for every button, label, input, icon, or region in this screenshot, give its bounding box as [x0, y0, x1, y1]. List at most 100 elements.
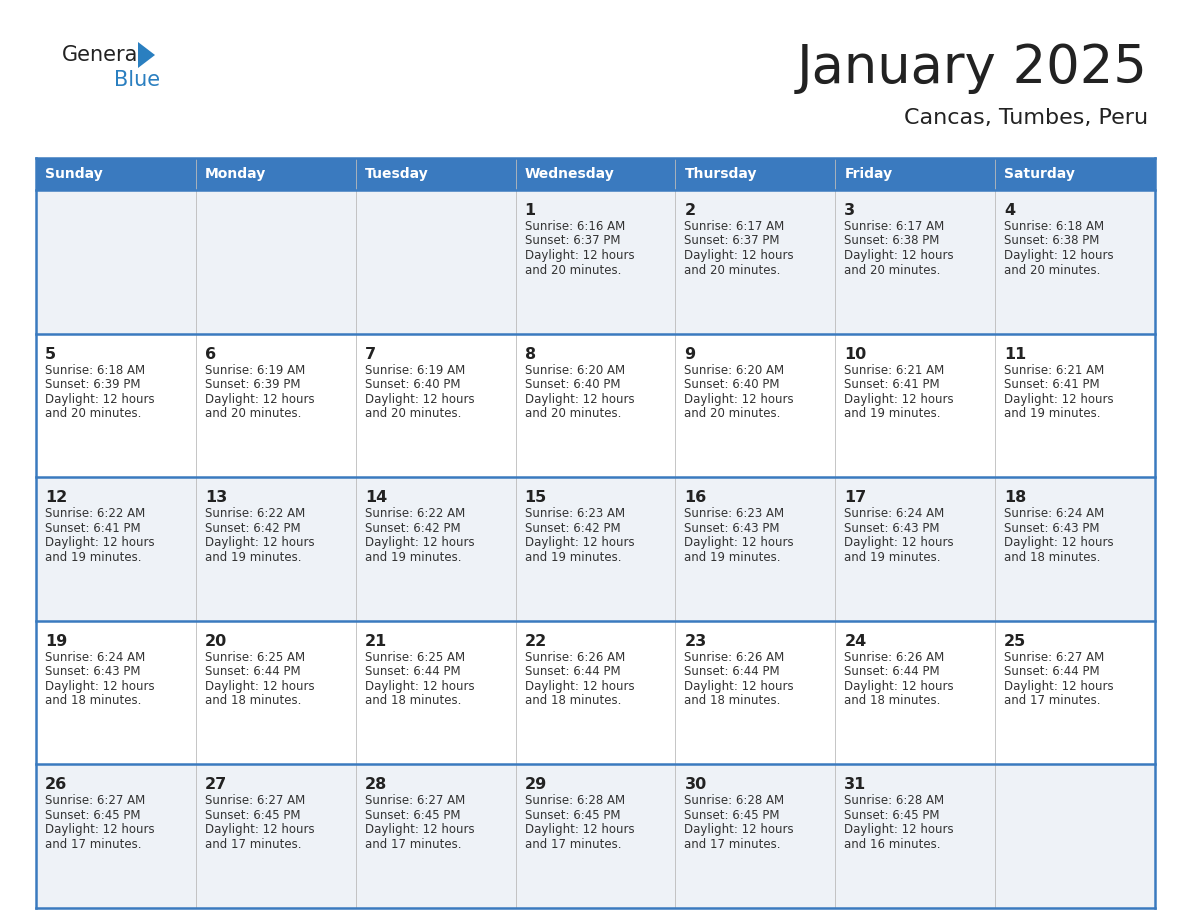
- Text: and 19 minutes.: and 19 minutes.: [1004, 407, 1100, 420]
- Text: Sunrise: 6:16 AM: Sunrise: 6:16 AM: [525, 220, 625, 233]
- Text: and 19 minutes.: and 19 minutes.: [845, 407, 941, 420]
- Text: General: General: [62, 45, 144, 65]
- Text: Daylight: 12 hours: Daylight: 12 hours: [365, 393, 474, 406]
- Text: and 16 minutes.: and 16 minutes.: [845, 838, 941, 851]
- Text: and 17 minutes.: and 17 minutes.: [1004, 694, 1100, 707]
- Bar: [355, 158, 516, 190]
- Text: Sunrise: 6:21 AM: Sunrise: 6:21 AM: [845, 364, 944, 376]
- Text: 1: 1: [525, 203, 536, 218]
- Text: Daylight: 12 hours: Daylight: 12 hours: [525, 393, 634, 406]
- Text: and 18 minutes.: and 18 minutes.: [204, 694, 302, 707]
- Text: Sunrise: 6:27 AM: Sunrise: 6:27 AM: [45, 794, 145, 808]
- Text: Sunset: 6:41 PM: Sunset: 6:41 PM: [45, 521, 140, 534]
- Text: and 19 minutes.: and 19 minutes.: [525, 551, 621, 564]
- Text: Sunset: 6:39 PM: Sunset: 6:39 PM: [204, 378, 301, 391]
- Text: 30: 30: [684, 778, 707, 792]
- Text: and 20 minutes.: and 20 minutes.: [525, 407, 621, 420]
- Text: Sunrise: 6:25 AM: Sunrise: 6:25 AM: [204, 651, 305, 664]
- Text: Sunrise: 6:22 AM: Sunrise: 6:22 AM: [45, 508, 145, 521]
- Text: Sunset: 6:41 PM: Sunset: 6:41 PM: [1004, 378, 1100, 391]
- Text: Sunset: 6:40 PM: Sunset: 6:40 PM: [684, 378, 781, 391]
- Text: Daylight: 12 hours: Daylight: 12 hours: [204, 823, 315, 836]
- Text: Daylight: 12 hours: Daylight: 12 hours: [845, 680, 954, 693]
- Text: Daylight: 12 hours: Daylight: 12 hours: [525, 680, 634, 693]
- Text: Daylight: 12 hours: Daylight: 12 hours: [684, 680, 794, 693]
- Bar: [36, 477, 1155, 621]
- Text: Sunrise: 6:28 AM: Sunrise: 6:28 AM: [525, 794, 625, 808]
- Text: and 20 minutes.: and 20 minutes.: [845, 263, 941, 276]
- Bar: [196, 158, 355, 190]
- Text: Daylight: 12 hours: Daylight: 12 hours: [204, 393, 315, 406]
- Text: and 20 minutes.: and 20 minutes.: [1004, 263, 1100, 276]
- Text: Sunset: 6:38 PM: Sunset: 6:38 PM: [845, 234, 940, 248]
- Text: Sunrise: 6:21 AM: Sunrise: 6:21 AM: [1004, 364, 1105, 376]
- Text: Sunset: 6:45 PM: Sunset: 6:45 PM: [45, 809, 140, 822]
- Text: and 17 minutes.: and 17 minutes.: [204, 838, 302, 851]
- Bar: [36, 190, 1155, 333]
- Text: Daylight: 12 hours: Daylight: 12 hours: [684, 393, 794, 406]
- Text: 19: 19: [45, 633, 68, 649]
- Text: Daylight: 12 hours: Daylight: 12 hours: [684, 249, 794, 262]
- Text: and 19 minutes.: and 19 minutes.: [365, 551, 461, 564]
- Text: 14: 14: [365, 490, 387, 505]
- Text: Daylight: 12 hours: Daylight: 12 hours: [525, 249, 634, 262]
- Text: Sunset: 6:43 PM: Sunset: 6:43 PM: [1004, 521, 1100, 534]
- Text: Sunset: 6:40 PM: Sunset: 6:40 PM: [525, 378, 620, 391]
- Text: Thursday: Thursday: [684, 167, 757, 181]
- Text: Cancas, Tumbes, Peru: Cancas, Tumbes, Peru: [904, 108, 1148, 128]
- Text: Daylight: 12 hours: Daylight: 12 hours: [204, 536, 315, 549]
- Text: and 17 minutes.: and 17 minutes.: [684, 838, 781, 851]
- Text: Sunrise: 6:17 AM: Sunrise: 6:17 AM: [845, 220, 944, 233]
- Text: Blue: Blue: [114, 70, 160, 90]
- Text: 10: 10: [845, 347, 866, 362]
- Text: Daylight: 12 hours: Daylight: 12 hours: [365, 536, 474, 549]
- Bar: [835, 158, 996, 190]
- Text: and 19 minutes.: and 19 minutes.: [845, 551, 941, 564]
- Text: Daylight: 12 hours: Daylight: 12 hours: [45, 536, 154, 549]
- Text: 17: 17: [845, 490, 866, 505]
- Text: Sunset: 6:45 PM: Sunset: 6:45 PM: [845, 809, 940, 822]
- Text: Sunset: 6:44 PM: Sunset: 6:44 PM: [525, 666, 620, 678]
- Text: Sunset: 6:45 PM: Sunset: 6:45 PM: [684, 809, 781, 822]
- Text: and 18 minutes.: and 18 minutes.: [525, 694, 621, 707]
- Text: 22: 22: [525, 633, 546, 649]
- Text: Sunset: 6:37 PM: Sunset: 6:37 PM: [684, 234, 781, 248]
- Text: Saturday: Saturday: [1004, 167, 1075, 181]
- Text: 31: 31: [845, 778, 866, 792]
- Bar: [996, 158, 1155, 190]
- Text: Sunrise: 6:27 AM: Sunrise: 6:27 AM: [365, 794, 465, 808]
- Text: 21: 21: [365, 633, 387, 649]
- Text: Sunset: 6:44 PM: Sunset: 6:44 PM: [204, 666, 301, 678]
- Text: Sunset: 6:45 PM: Sunset: 6:45 PM: [525, 809, 620, 822]
- Text: Daylight: 12 hours: Daylight: 12 hours: [1004, 536, 1114, 549]
- Text: Daylight: 12 hours: Daylight: 12 hours: [45, 393, 154, 406]
- Text: Friday: Friday: [845, 167, 892, 181]
- Text: Sunset: 6:44 PM: Sunset: 6:44 PM: [845, 666, 940, 678]
- Text: and 18 minutes.: and 18 minutes.: [845, 694, 941, 707]
- Text: Sunrise: 6:20 AM: Sunrise: 6:20 AM: [684, 364, 784, 376]
- Text: Sunrise: 6:27 AM: Sunrise: 6:27 AM: [1004, 651, 1105, 664]
- Text: Sunday: Sunday: [45, 167, 102, 181]
- Text: Sunset: 6:42 PM: Sunset: 6:42 PM: [204, 521, 301, 534]
- Text: Sunrise: 6:26 AM: Sunrise: 6:26 AM: [684, 651, 785, 664]
- Text: 23: 23: [684, 633, 707, 649]
- Text: Daylight: 12 hours: Daylight: 12 hours: [45, 680, 154, 693]
- Text: Daylight: 12 hours: Daylight: 12 hours: [45, 823, 154, 836]
- Text: Daylight: 12 hours: Daylight: 12 hours: [525, 823, 634, 836]
- Text: Sunset: 6:37 PM: Sunset: 6:37 PM: [525, 234, 620, 248]
- Text: Sunset: 6:44 PM: Sunset: 6:44 PM: [684, 666, 781, 678]
- Text: Sunrise: 6:22 AM: Sunrise: 6:22 AM: [365, 508, 465, 521]
- Text: Daylight: 12 hours: Daylight: 12 hours: [1004, 249, 1114, 262]
- Text: Sunrise: 6:20 AM: Sunrise: 6:20 AM: [525, 364, 625, 376]
- Text: Sunrise: 6:24 AM: Sunrise: 6:24 AM: [1004, 508, 1105, 521]
- Text: Daylight: 12 hours: Daylight: 12 hours: [365, 823, 474, 836]
- Text: 16: 16: [684, 490, 707, 505]
- Text: 13: 13: [204, 490, 227, 505]
- Text: 5: 5: [45, 347, 56, 362]
- Text: Sunset: 6:45 PM: Sunset: 6:45 PM: [204, 809, 301, 822]
- Text: 26: 26: [45, 778, 68, 792]
- Bar: [36, 765, 1155, 908]
- Text: Sunset: 6:43 PM: Sunset: 6:43 PM: [45, 666, 140, 678]
- Text: Sunrise: 6:25 AM: Sunrise: 6:25 AM: [365, 651, 465, 664]
- Text: Sunset: 6:43 PM: Sunset: 6:43 PM: [845, 521, 940, 534]
